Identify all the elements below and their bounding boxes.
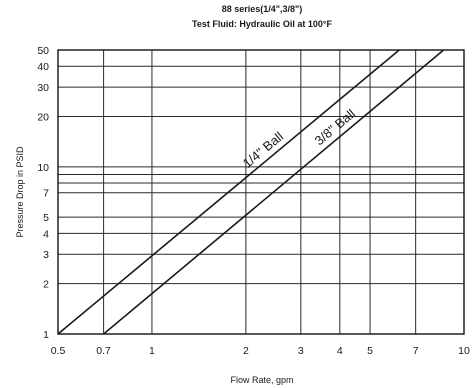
grid bbox=[57, 49, 465, 335]
x-tick-label: 1 bbox=[149, 345, 155, 357]
y-tick-label: 10 bbox=[37, 162, 49, 174]
y-tick-label: 4 bbox=[43, 228, 49, 240]
x-tick-label: 5 bbox=[367, 345, 373, 357]
x-tick-label: 7 bbox=[413, 345, 419, 357]
chart-subtitle: Test Fluid: Hydraulic Oil at 100°F bbox=[192, 19, 332, 29]
x-axis-label: Flow Rate, gpm bbox=[230, 375, 293, 385]
x-tick-label: 10 bbox=[458, 345, 470, 357]
x-tick-label: 0.7 bbox=[96, 345, 111, 357]
y-tick-label: 7 bbox=[43, 188, 49, 200]
series-line bbox=[57, 49, 400, 335]
y-tick-label: 20 bbox=[37, 112, 49, 124]
y-axis-label: Pressure Drop in PSID bbox=[15, 146, 25, 238]
plot-frame bbox=[57, 49, 465, 335]
x-tick-label: 4 bbox=[337, 345, 343, 357]
y-tick-label: 30 bbox=[37, 82, 49, 94]
x-axis: 0.5 0.7 1 2 3 4 5 7 10 bbox=[51, 345, 470, 357]
x-tick-label: 3 bbox=[298, 345, 304, 357]
y-tick-label: 5 bbox=[43, 212, 49, 224]
x-tick-label: 0.5 bbox=[51, 345, 66, 357]
y-axis: 1 2 3 4 5 7 10 20 30 40 50 bbox=[37, 45, 49, 341]
y-tick-label: 40 bbox=[37, 61, 49, 73]
y-tick-label: 3 bbox=[43, 249, 49, 261]
x-tick-label: 2 bbox=[243, 345, 249, 357]
series-line bbox=[103, 49, 445, 335]
y-tick-label: 1 bbox=[43, 329, 49, 341]
chart-title: 88 series(1/4",3/8") bbox=[222, 4, 303, 14]
y-tick-label: 50 bbox=[37, 45, 49, 57]
y-tick-label: 2 bbox=[43, 279, 49, 291]
